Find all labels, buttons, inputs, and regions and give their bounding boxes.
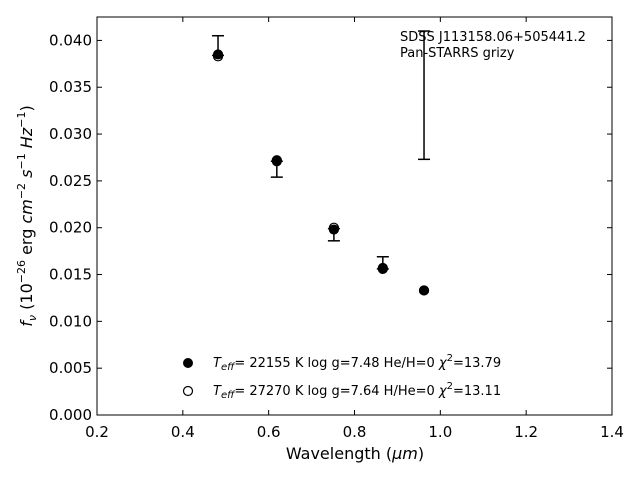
y-tick-label: 0.000: [49, 406, 92, 424]
x-tick-label: 0.2: [85, 423, 109, 441]
legend-label-open: Teff= 27270 K log g=7.64 H/He=0 χ2=13.11: [213, 381, 501, 401]
model-point-open: [418, 285, 430, 296]
x-tick-label: 0.4: [171, 423, 195, 441]
y-axis: 0.000 0.005 0.010 0.015 0.020 0.025 0.030 0.035…: [49, 31, 612, 424]
x-tick-label: 1.2: [514, 423, 538, 441]
y-tick-label: 0.030: [49, 125, 92, 143]
y-tick-label: 0.040: [49, 31, 92, 49]
x-axis-label: Wavelength (μm): [286, 444, 424, 463]
x-axis: 0.2 0.4 0.6 0.8 1.0 1.2 1.4: [85, 17, 624, 441]
x-tick-label: 0.6: [257, 423, 281, 441]
annotation-object-name: SDSS J113158.06+505441.2: [400, 30, 586, 45]
data-layer: [212, 30, 431, 296]
y-tick-label: 0.035: [49, 78, 92, 96]
model-point-open: [328, 222, 339, 233]
y-axis-label: fν (10−26 erg cm−2 s−1 Hz−1): [15, 105, 39, 326]
legend-marker-open: [182, 385, 194, 397]
model-point-open: [377, 262, 388, 274]
model-point-open: [212, 51, 224, 62]
model-point-open: [271, 155, 282, 166]
y-tick-label: 0.015: [49, 266, 92, 284]
legend-marker-filled: [183, 358, 193, 368]
y-tick-label: 0.010: [49, 312, 92, 330]
x-tick-label: 0.8: [343, 423, 367, 441]
y-tick-label: 0.025: [49, 172, 92, 190]
y-tick-label: 0.020: [49, 219, 92, 237]
annotation-survey: Pan-STARRS grizy: [400, 46, 515, 61]
legend: Teff= 22155 K log g=7.48 He/H=0 χ2=13.79…: [182, 353, 501, 401]
x-tick-label: 1.0: [428, 423, 452, 441]
x-tick-label: 1.4: [600, 423, 624, 441]
legend-label-filled: Teff= 22155 K log g=7.48 He/H=0 χ2=13.79: [213, 353, 501, 373]
y-tick-label: 0.005: [49, 359, 92, 377]
